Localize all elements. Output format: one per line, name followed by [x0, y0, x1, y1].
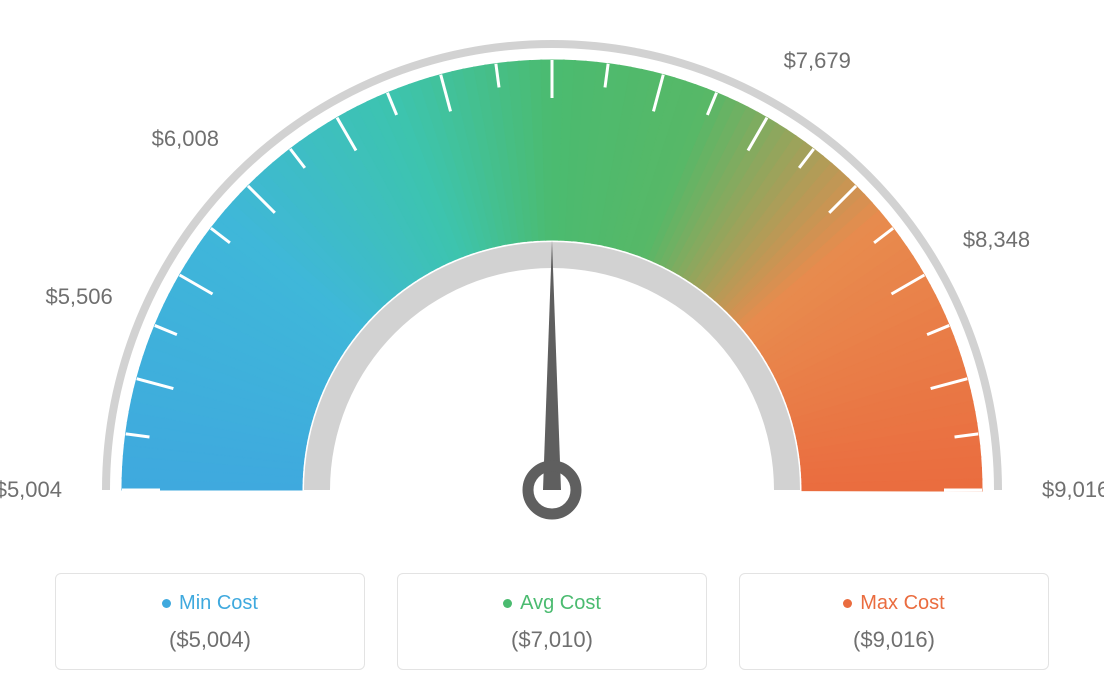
- gauge-scale-label: $5,506: [45, 284, 112, 310]
- legend-value: ($7,010): [410, 627, 694, 653]
- legend-title: Min Cost: [162, 592, 258, 615]
- legend-title: Max Cost: [843, 592, 944, 615]
- legend-card: Max Cost ($9,016): [739, 573, 1049, 670]
- legend-label: Avg Cost: [520, 592, 601, 615]
- legend-dot-icon: [843, 599, 852, 608]
- gauge-scale-label: $8,348: [963, 227, 1030, 253]
- legend-card: Avg Cost ($7,010): [397, 573, 707, 670]
- gauge-scale-label: $6,008: [152, 125, 219, 151]
- gauge-scale-label: $9,016: [1042, 477, 1104, 503]
- gauge-container: $5,004$5,506$6,008$7,010$7,679$8,348$9,0…: [0, 0, 1104, 530]
- legend-title: Avg Cost: [503, 592, 601, 615]
- legend-dot-icon: [503, 599, 512, 608]
- legend-card: Min Cost ($5,004): [55, 573, 365, 670]
- gauge-needle: [543, 240, 561, 490]
- gauge-scale-label: $7,679: [784, 47, 851, 73]
- legend-row: Min Cost ($5,004) Avg Cost ($7,010) Max Cost…: [0, 573, 1104, 670]
- gauge-scale-label: $5,004: [0, 477, 62, 503]
- legend-value: ($5,004): [68, 627, 352, 653]
- legend-value: ($9,016): [752, 627, 1036, 653]
- legend-label: Max Cost: [860, 592, 944, 615]
- legend-dot-icon: [162, 599, 171, 608]
- gauge-svg: [0, 0, 1104, 530]
- legend-label: Min Cost: [179, 592, 258, 615]
